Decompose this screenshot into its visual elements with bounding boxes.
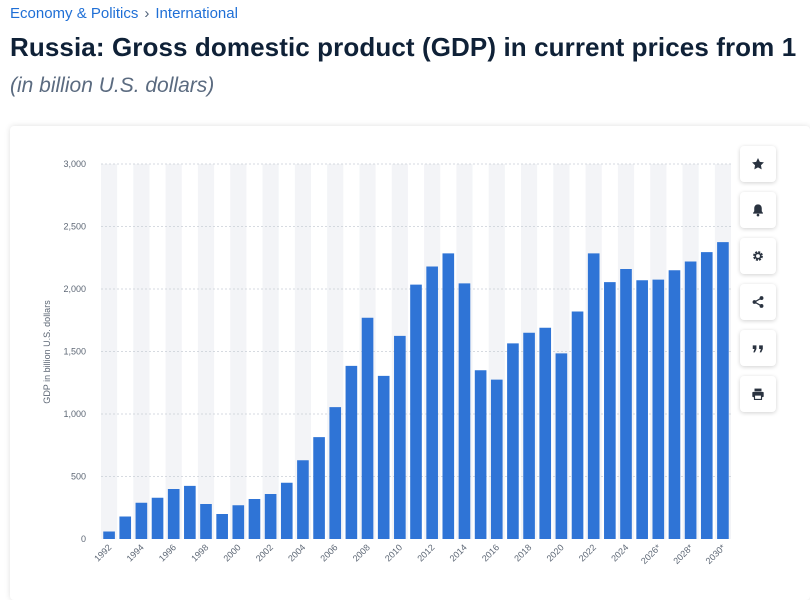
bar-2009: [377, 375, 390, 539]
bar-2010: [394, 335, 406, 539]
bar-2015: [474, 370, 487, 539]
bar-2030: [717, 242, 729, 539]
x-tick-label: 2016: [480, 542, 501, 563]
bar-2008: [361, 317, 374, 539]
bar-1994: [135, 502, 148, 539]
star-icon: [752, 158, 764, 170]
quote-icon: [752, 345, 763, 353]
y-tick-label: 2,500: [63, 222, 86, 232]
bar-2029: [700, 252, 713, 539]
x-tick-label: 2018: [512, 542, 533, 563]
y-tick-label: 1,000: [63, 409, 86, 419]
breadcrumb-link-economy-politics[interactable]: Economy & Politics: [10, 5, 139, 22]
chart-card: 0 500 1,000 1,500 2,000 2,500 3,000 1992 1994 19…: [10, 126, 810, 600]
bar-2026: [652, 279, 665, 539]
bar-2002: [264, 494, 277, 539]
bar-2005: [313, 437, 325, 539]
x-tick-label: 2024: [609, 542, 630, 563]
x-tick-label: 2008: [351, 542, 372, 563]
x-tick-label: 2014: [448, 542, 469, 563]
bar-2027: [668, 270, 681, 539]
bar-2013: [442, 253, 455, 539]
x-tick-label: 2028*: [671, 542, 695, 566]
bar-1992: [103, 531, 115, 539]
breadcrumb-link-international[interactable]: International: [155, 5, 238, 22]
bar-2024: [620, 269, 632, 539]
breadcrumb: Economy & Politics › International: [10, 5, 238, 22]
bar-1998: [200, 504, 212, 539]
x-tick-label: 1996: [157, 542, 178, 563]
x-tick-label: 1998: [189, 542, 210, 563]
bar-2003: [280, 482, 293, 539]
x-tick-label: 1994: [125, 542, 146, 563]
x-tick-label: 2002: [254, 542, 275, 563]
bar-1995: [151, 497, 164, 539]
y-axis-ticks: 0 500 1,000 1,500 2,000 2,500 3,000: [63, 159, 86, 544]
bar-2021: [571, 311, 584, 539]
x-axis-ticks: 1992 1994 1996 1998 2000 2002 2004 2006 2008 2010…: [92, 542, 727, 566]
bar-2025: [636, 280, 648, 539]
share-button[interactable]: [740, 284, 776, 320]
bar-2028: [684, 261, 697, 539]
x-tick-label: 2012: [415, 542, 436, 563]
gear-icon: [753, 251, 763, 261]
y-tick-label: 500: [71, 472, 86, 482]
bar-1993: [119, 516, 132, 539]
x-tick-label: 2026*: [639, 542, 663, 566]
bars: [103, 242, 729, 539]
x-tick-label: 2006: [318, 542, 339, 563]
bar-2007: [345, 365, 358, 539]
y-tick-label: 1,500: [63, 347, 86, 357]
bar-2023: [604, 282, 616, 539]
y-axis-label: GDP in billion U.S. dollars: [42, 300, 52, 404]
y-tick-label: 3,000: [63, 159, 86, 169]
x-tick-label: 2000: [221, 542, 242, 563]
x-tick-label: 2020: [545, 542, 566, 563]
x-tick-label: 2004: [286, 542, 307, 563]
share-icon: [752, 296, 764, 308]
bar-1999: [216, 514, 228, 539]
bar-1996: [167, 489, 180, 539]
bar-2022: [587, 253, 600, 539]
bar-2014: [458, 283, 471, 539]
bar-2011: [410, 284, 422, 539]
y-tick-label: 0: [81, 534, 86, 544]
x-tick-label: 1992: [92, 542, 113, 563]
x-tick-label: 2030*: [704, 542, 728, 566]
favorite-button[interactable]: [740, 146, 776, 182]
bar-2019: [539, 327, 552, 539]
bar-2004: [297, 460, 309, 539]
bar-1997: [184, 485, 196, 539]
bar-2016: [490, 379, 503, 539]
bar-2012: [426, 266, 438, 539]
notification-button[interactable]: [740, 192, 776, 228]
bar-2018: [523, 332, 535, 539]
bar-2006: [329, 407, 342, 539]
x-tick-label: 2022: [577, 542, 598, 563]
bar-2000: [232, 505, 245, 539]
cite-button[interactable]: [740, 330, 776, 366]
bar-2020: [555, 353, 568, 539]
breadcrumb-separator: ›: [144, 5, 150, 22]
page-subtitle: (in billion U.S. dollars): [10, 74, 215, 97]
y-tick-label: 2,000: [63, 284, 86, 294]
page-title: Russia: Gross domestic product (GDP) in …: [10, 32, 797, 62]
bar-2017: [507, 343, 519, 539]
print-button[interactable]: [740, 376, 776, 412]
settings-button[interactable]: [740, 238, 776, 274]
bar-2001: [248, 499, 261, 539]
printer-icon: [752, 388, 764, 400]
x-tick-label: 2010: [383, 542, 404, 563]
bell-icon: [753, 204, 763, 217]
